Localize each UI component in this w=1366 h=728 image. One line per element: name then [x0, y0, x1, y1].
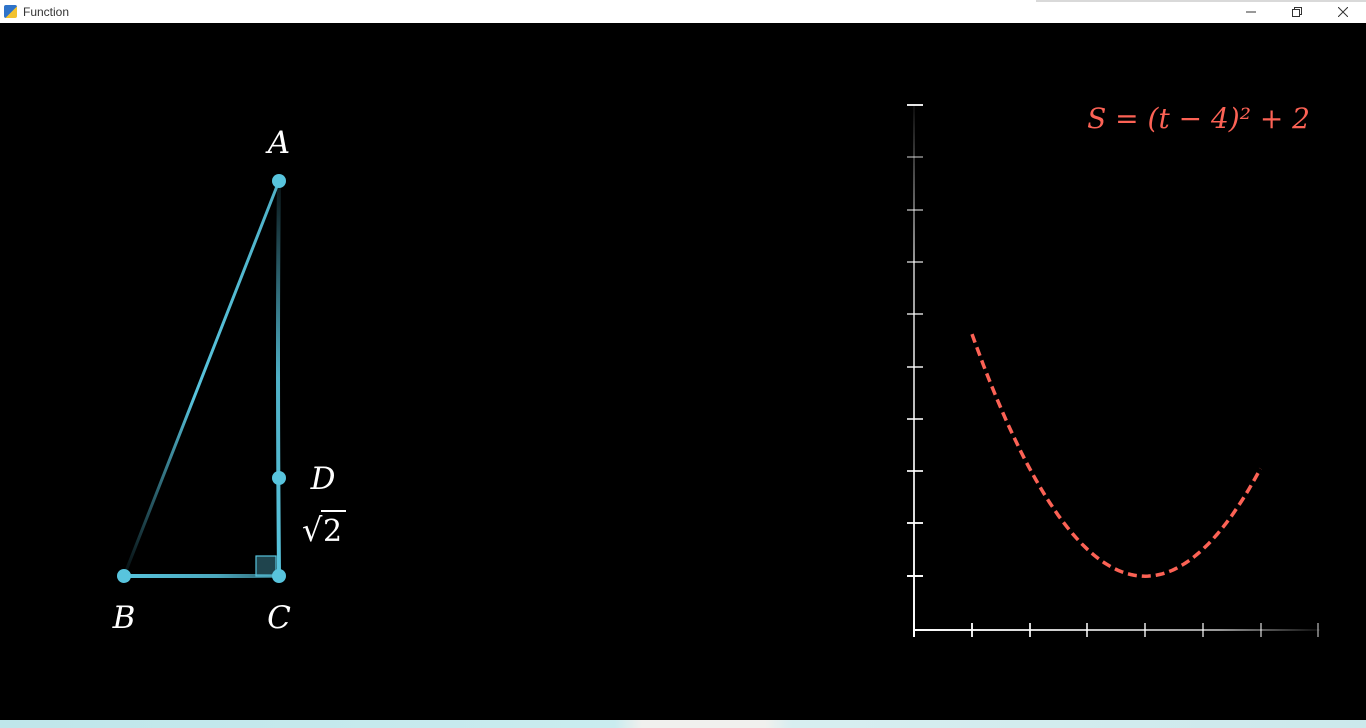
close-icon: [1338, 6, 1348, 17]
radical-sign: √: [302, 511, 323, 549]
segment-ab: [122, 180, 281, 577]
x-axis-ticks: [913, 623, 1319, 637]
triangle-figure: A B C D √ 2: [112, 125, 346, 636]
taskbar-edge: [0, 720, 1366, 728]
overlapping-window-edge: [1036, 0, 1366, 2]
label-c: C: [267, 600, 291, 636]
window-controls: [1228, 0, 1366, 23]
point-b: [117, 569, 131, 583]
animation-canvas: A B C D √ 2 S = (t − 4)² + 2: [0, 23, 1366, 720]
label-a: A: [265, 125, 290, 161]
point-d: [272, 471, 286, 485]
segment-ac: [276, 180, 281, 577]
label-b: B: [112, 600, 136, 636]
point-a: [272, 174, 286, 188]
right-angle-marker: [255, 555, 277, 577]
y-axis-ticks: [907, 104, 923, 577]
point-c: [272, 569, 286, 583]
close-button[interactable]: [1320, 0, 1366, 23]
restore-icon: [1292, 6, 1302, 17]
formula-label: S = (t − 4)² + 2: [1087, 102, 1310, 135]
scene-svg: A B C D √ 2 S = (t − 4)² + 2: [112, 102, 1320, 637]
minimize-icon: [1246, 11, 1256, 12]
function-graph: S = (t − 4)² + 2: [907, 102, 1320, 637]
restore-button[interactable]: [1274, 0, 1320, 23]
python-app-icon: [4, 5, 17, 18]
title-bar: Function: [0, 0, 1366, 23]
radical-value: 2: [323, 514, 342, 549]
segment-length-label: √ 2: [302, 510, 346, 549]
window-title: Function: [23, 4, 70, 19]
label-d: D: [310, 461, 336, 497]
minimize-button[interactable]: [1228, 0, 1274, 23]
parabola-curve: [970, 333, 1263, 578]
